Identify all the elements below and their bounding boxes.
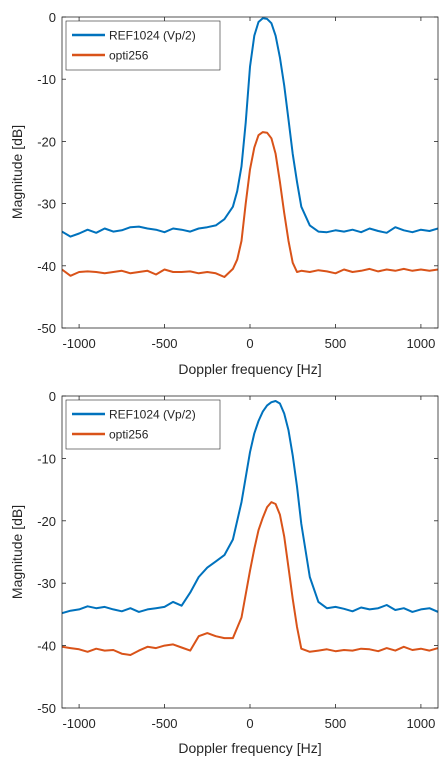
x-tick-label: 500	[325, 716, 347, 731]
x-axis-label: Doppler frequency [Hz]	[178, 740, 321, 756]
x-tick-label: -500	[152, 716, 178, 731]
x-tick-label: 1000	[406, 716, 435, 731]
x-axis-label: Doppler frequency [Hz]	[178, 361, 321, 377]
series-line-opti256	[62, 131, 438, 278]
x-tick-label: -500	[152, 336, 178, 351]
y-tick-label: -20	[37, 514, 56, 529]
y-axis-label: Magnitude [dB]	[9, 125, 25, 219]
y-tick-label: -10	[37, 451, 56, 466]
chart-top: -1000 -500 0 500 1000 0 -10 -20 -30 -40 -50 Dopple…	[9, 10, 439, 377]
legend-label-ref1024: REF1024 (Vp/2)	[109, 29, 196, 43]
series-line-opti256	[62, 501, 438, 656]
legend: REF1024 (Vp/2) opti256	[65, 20, 221, 71]
y-tick-label: -30	[37, 576, 56, 591]
legend-label-opti256: opti256	[109, 49, 149, 63]
y-tick-label: -30	[37, 197, 56, 212]
series-line-ref1024	[62, 17, 438, 238]
series-line-ref1024	[62, 400, 438, 615]
y-tick-label: -40	[37, 639, 56, 654]
legend: REF1024 (Vp/2) opti256	[65, 399, 221, 450]
x-tick-label: -1000	[62, 716, 95, 731]
legend-label-opti256: opti256	[109, 428, 149, 442]
y-tick-label: 0	[49, 10, 56, 25]
x-tick-label: 0	[246, 716, 253, 731]
x-tick-label: -1000	[62, 336, 95, 351]
y-tick-label: 0	[49, 389, 56, 404]
legend-box	[65, 20, 221, 71]
x-tick-label: 1000	[406, 336, 435, 351]
y-tick-label: -40	[37, 259, 56, 274]
y-tick-label: -50	[37, 321, 56, 336]
x-tick-label: 500	[325, 336, 347, 351]
y-tick-label: -20	[37, 134, 56, 149]
chart-bottom: -1000 -500 0 500 1000 0 -10 -20 -30 -40 -50 Dopple…	[9, 389, 439, 756]
y-tick-label: -10	[37, 72, 56, 87]
legend-label-ref1024: REF1024 (Vp/2)	[109, 408, 196, 422]
x-tick-label: 0	[246, 336, 253, 351]
y-axis-label: Magnitude [dB]	[9, 505, 25, 599]
legend-box	[65, 399, 221, 450]
y-tick-label: -50	[37, 701, 56, 716]
